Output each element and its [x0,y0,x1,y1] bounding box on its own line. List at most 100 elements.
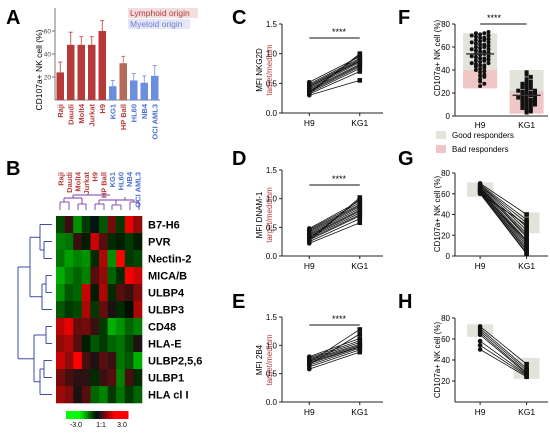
pair-line [479,186,527,231]
heatmap-cell [56,267,65,285]
x-tick-label: KG1 [518,407,535,417]
row-label-ulbp2-5-6: ULBP2,5,6 [148,356,202,368]
panel-g-paired-chart: CD107a+ NK cell (%) 0 20 40 60 80 H9 KG1 [433,169,548,271]
data-point [486,54,491,59]
bar-daudi [67,44,75,100]
pair-line [479,188,527,236]
data-point [486,61,491,66]
x-tick-label: KG1 [351,118,368,128]
pair-line [309,68,360,94]
colorbar [66,411,129,419]
pair-line [479,193,527,255]
data-point [528,74,533,79]
data-point [469,33,474,38]
pair-line [309,63,360,90]
row-label-nectin-2: Nectin-2 [148,254,191,266]
panel-e-significance: **** [332,314,347,324]
bar-kg1 [109,86,117,100]
data-point [486,30,491,35]
heatmap-cell [107,233,117,251]
heatmap-cell [124,386,134,404]
row-label-b7-h6: B7-H6 [148,220,180,232]
panel-a-ytick-label: 40 [44,52,52,59]
pair-line [309,215,360,241]
heatmap-cell [133,284,143,302]
data-point [473,45,478,49]
pair-line [309,218,360,243]
bar-hp-ball [119,63,127,100]
y-tick-label: 60 [441,335,450,344]
column-label: NB4 [125,171,134,187]
y-tick-label: 40 [441,211,450,220]
panel-f-significance: **** [487,13,502,23]
data-point [524,70,529,75]
heatmap-cell [133,216,143,234]
heatmap-cell [56,318,65,336]
panel-f-scatter-chart: CD107a+ NK cell (%) **** Good responders… [433,13,548,154]
data-point [482,31,487,36]
data-point [306,91,312,96]
heatmap-cell [64,369,74,387]
heatmap-cell [133,267,143,285]
data-point [357,78,363,83]
panel-f-ylabel: CD107a+ NK cell (%) [433,20,442,97]
data-point [486,40,491,45]
column-label: HL60 [117,172,126,190]
heatmap-cell [99,216,108,234]
panel-letter-d: D [232,148,246,170]
data-point [469,40,474,45]
heatmap-cell [107,250,117,268]
row-label-cd48: CD48 [148,322,176,334]
legend-lymphoid-bg [128,8,198,18]
bar-hl60 [130,80,138,100]
x-tick-label: H9 [475,407,486,417]
heatmap-cell [133,369,143,387]
heatmap-cell [64,352,74,370]
data-point [478,46,483,51]
data-point [524,104,529,109]
legend-bad-label: Bad responders [452,145,508,154]
row-label-hla-e: HLA-E [148,339,182,351]
heatmap-cell [81,369,91,387]
y-tick-label: 0 [446,252,451,261]
heatmap-cell [56,301,65,319]
pair-line [309,206,360,234]
data-point [486,36,491,41]
colorbar-segment [76,411,79,419]
data-point [478,84,483,89]
colorbar-tick-max: 3.0 [117,422,127,429]
pair-line [479,330,527,371]
data-point [524,217,529,222]
y-tick-label: 1.5 [266,166,278,175]
y-tick-label: 80 [441,169,450,178]
x-tick-label: H9 [475,120,486,130]
y-tick-label: 1.0 [266,195,278,204]
heatmap-cell [56,250,65,268]
data-point [357,216,363,222]
heatmap-cell [133,250,143,268]
heatmap-cell [124,352,134,370]
data-point [524,91,529,95]
data-point [524,97,529,102]
heatmap-cell [116,267,126,285]
pair-line [479,328,527,369]
data-point [478,35,483,40]
panel-g-ylabel: CD107a+ NK cell (%) [433,176,442,253]
x-tick-label: Raji [56,104,65,118]
colorbar-tick-mid: 1:1 [96,422,106,429]
panel-h-ylabel: CD107a+ NK cell (%) [433,322,442,399]
data-point [524,110,529,115]
y-tick-label: 0.0 [266,109,278,118]
data-point [524,374,529,380]
pair-line [309,66,360,92]
data-point [469,47,474,52]
colorbar-segment [126,411,129,419]
heatmap-cell [64,318,74,336]
heatmap-cell [116,233,126,251]
heatmap-cell [116,216,126,234]
pair-line [309,208,360,235]
colorbar-segment [98,411,101,419]
heatmap-cell [81,250,91,268]
pair-line [309,347,360,366]
pair-line [479,190,527,242]
